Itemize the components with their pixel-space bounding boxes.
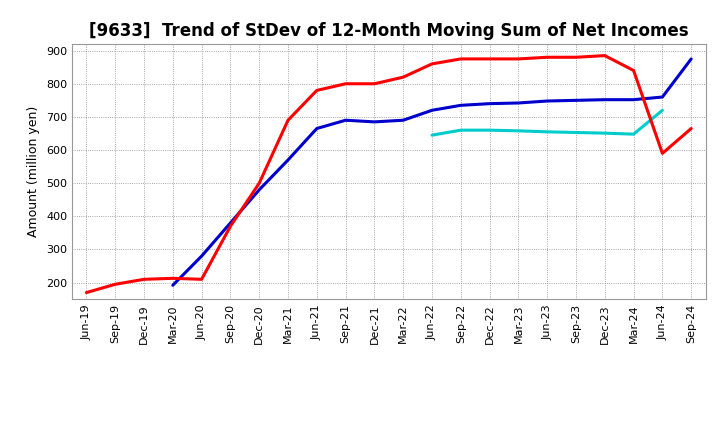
7 Years [658, 108, 667, 113]
5 Years [543, 99, 552, 104]
3 Years [140, 277, 148, 282]
5 Years [312, 126, 321, 131]
7 Years [600, 131, 609, 136]
5 Years [284, 158, 292, 163]
Line: 5 Years: 5 Years [173, 59, 691, 285]
3 Years [629, 68, 638, 73]
5 Years [687, 56, 696, 62]
3 Years [399, 74, 408, 80]
3 Years [168, 276, 177, 281]
3 Years [543, 55, 552, 60]
3 Years [370, 81, 379, 86]
5 Years [514, 100, 523, 106]
3 Years [111, 282, 120, 287]
3 Years [428, 61, 436, 66]
3 Years [658, 151, 667, 156]
Y-axis label: Amount (million yen): Amount (million yen) [27, 106, 40, 237]
3 Years [514, 56, 523, 62]
Title: [9633]  Trend of StDev of 12-Month Moving Sum of Net Incomes: [9633] Trend of StDev of 12-Month Moving… [89, 22, 688, 40]
5 Years [658, 95, 667, 100]
5 Years [226, 220, 235, 226]
7 Years [572, 130, 580, 135]
3 Years [600, 53, 609, 58]
3 Years [255, 180, 264, 186]
5 Years [168, 282, 177, 288]
5 Years [485, 101, 494, 106]
Line: 3 Years: 3 Years [86, 55, 691, 293]
5 Years [341, 117, 350, 123]
3 Years [312, 88, 321, 93]
5 Years [370, 119, 379, 125]
3 Years [572, 55, 580, 60]
3 Years [687, 126, 696, 131]
5 Years [255, 187, 264, 192]
3 Years [82, 290, 91, 295]
3 Years [341, 81, 350, 86]
7 Years [629, 132, 638, 137]
3 Years [485, 56, 494, 62]
3 Years [197, 277, 206, 282]
5 Years [428, 108, 436, 113]
5 Years [629, 97, 638, 103]
7 Years [485, 128, 494, 133]
5 Years [600, 97, 609, 103]
3 Years [226, 224, 235, 229]
7 Years [543, 129, 552, 135]
5 Years [572, 98, 580, 103]
3 Years [284, 117, 292, 123]
3 Years [456, 56, 465, 62]
7 Years [456, 128, 465, 133]
5 Years [197, 253, 206, 259]
Line: 7 Years: 7 Years [432, 110, 662, 135]
7 Years [514, 128, 523, 133]
5 Years [456, 103, 465, 108]
5 Years [399, 117, 408, 123]
7 Years [428, 132, 436, 138]
